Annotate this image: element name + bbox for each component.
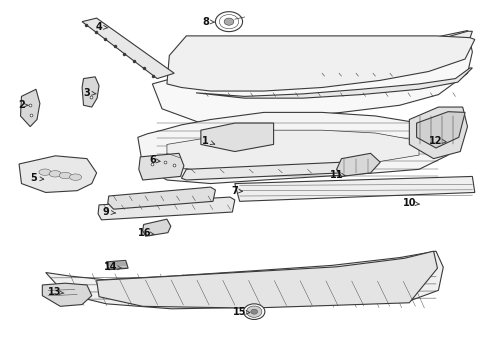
Text: 8: 8 bbox=[202, 17, 214, 27]
Circle shape bbox=[215, 12, 242, 32]
Text: 13: 13 bbox=[48, 287, 64, 297]
Polygon shape bbox=[152, 31, 471, 127]
Ellipse shape bbox=[69, 174, 81, 180]
Polygon shape bbox=[234, 176, 474, 201]
Text: 1: 1 bbox=[202, 136, 214, 146]
Ellipse shape bbox=[59, 172, 71, 179]
Polygon shape bbox=[166, 36, 474, 91]
Text: 9: 9 bbox=[103, 207, 115, 217]
Text: 16: 16 bbox=[138, 228, 154, 238]
Polygon shape bbox=[107, 187, 215, 209]
Polygon shape bbox=[45, 251, 443, 309]
Text: 4: 4 bbox=[96, 22, 108, 32]
Polygon shape bbox=[171, 31, 471, 84]
Polygon shape bbox=[416, 112, 464, 148]
Ellipse shape bbox=[39, 169, 51, 175]
Polygon shape bbox=[166, 130, 418, 172]
Circle shape bbox=[243, 304, 264, 319]
Polygon shape bbox=[42, 283, 92, 306]
Text: 3: 3 bbox=[83, 88, 96, 98]
Text: 14: 14 bbox=[104, 262, 121, 272]
Polygon shape bbox=[139, 153, 183, 180]
Text: 10: 10 bbox=[402, 198, 418, 208]
Circle shape bbox=[246, 306, 262, 318]
Polygon shape bbox=[98, 197, 234, 220]
Ellipse shape bbox=[49, 171, 61, 177]
Polygon shape bbox=[196, 68, 471, 98]
Circle shape bbox=[250, 309, 257, 314]
Text: 7: 7 bbox=[231, 186, 242, 196]
Polygon shape bbox=[336, 153, 380, 176]
Polygon shape bbox=[408, 107, 467, 159]
Polygon shape bbox=[20, 89, 40, 127]
Polygon shape bbox=[97, 251, 437, 308]
Circle shape bbox=[224, 18, 233, 25]
Polygon shape bbox=[201, 123, 273, 152]
Text: 11: 11 bbox=[329, 170, 346, 180]
Text: 5: 5 bbox=[30, 173, 43, 183]
Polygon shape bbox=[82, 18, 174, 78]
Polygon shape bbox=[181, 162, 346, 180]
Text: 2: 2 bbox=[18, 100, 28, 110]
Text: 15: 15 bbox=[232, 307, 249, 317]
Text: 6: 6 bbox=[149, 156, 160, 166]
Polygon shape bbox=[19, 156, 97, 193]
Polygon shape bbox=[138, 112, 447, 184]
Polygon shape bbox=[142, 219, 170, 236]
Text: 12: 12 bbox=[428, 136, 445, 146]
Polygon shape bbox=[106, 260, 128, 270]
Polygon shape bbox=[82, 77, 99, 107]
